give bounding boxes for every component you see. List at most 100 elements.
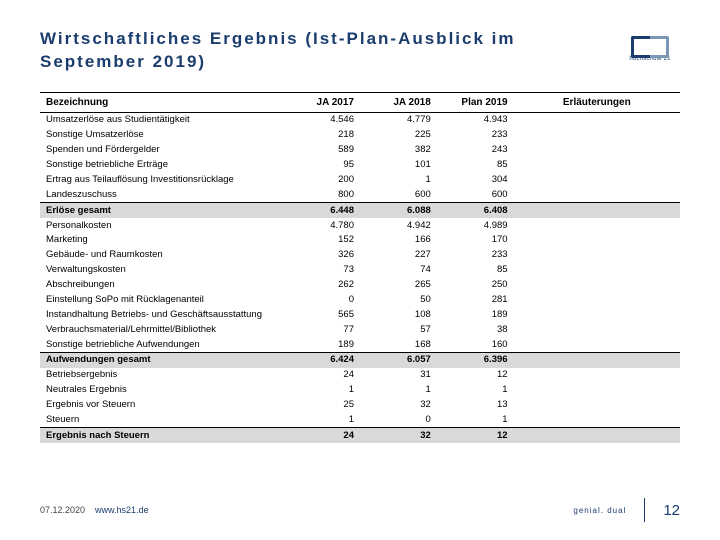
cell-value: 0	[360, 412, 437, 427]
cell-value: 6.408	[437, 203, 514, 218]
footer-date: 07.12.2020	[40, 505, 85, 515]
table-row: Ertrag aus Teilauflösung Investitionsrüc…	[40, 172, 680, 187]
cell-label: Abschreibungen	[40, 278, 283, 293]
cell-value: 233	[437, 248, 514, 263]
cell-value: 25	[283, 398, 360, 413]
cell-value: 168	[360, 337, 437, 352]
cell-value: 38	[437, 322, 514, 337]
cell-value: 108	[360, 307, 437, 322]
cell-value: 4.779	[360, 112, 437, 127]
cell-value	[514, 203, 680, 218]
cell-label: Landeszuschuss	[40, 187, 283, 202]
table-row: Steuern101	[40, 412, 680, 427]
cell-value	[514, 233, 680, 248]
cell-value: 4.546	[283, 112, 360, 127]
cell-value: 1	[360, 172, 437, 187]
cell-value: 73	[283, 263, 360, 278]
cell-label: Sonstige Umsatzerlöse	[40, 128, 283, 143]
cell-value	[514, 187, 680, 202]
cell-value: 304	[437, 172, 514, 187]
cell-value: 262	[283, 278, 360, 293]
table-row: Instandhaltung Betriebs- und Geschäftsau…	[40, 307, 680, 322]
cell-value	[514, 368, 680, 383]
cell-value: 50	[360, 292, 437, 307]
cell-label: Instandhaltung Betriebs- und Geschäftsau…	[40, 307, 283, 322]
cell-value: 160	[437, 337, 514, 352]
cell-value: 250	[437, 278, 514, 293]
cell-value: 600	[437, 187, 514, 202]
cell-value: 589	[283, 143, 360, 158]
cell-value: 265	[360, 278, 437, 293]
cell-value	[514, 428, 680, 443]
cell-label: Ergebnis vor Steuern	[40, 398, 283, 413]
th-label: Bezeichnung	[40, 92, 283, 112]
cell-label: Betriebsergebnis	[40, 368, 283, 383]
slide-footer: 07.12.2020 www.hs21.de genial. dual 12	[40, 498, 680, 522]
cell-value	[514, 172, 680, 187]
cell-label: Verbrauchsmaterial/Lehrmittel/Bibliothek	[40, 322, 283, 337]
cell-label: Marketing	[40, 233, 283, 248]
th-plan2019: Plan 2019	[437, 92, 514, 112]
table-row: Sonstige betriebliche Aufwendungen189168…	[40, 337, 680, 352]
cell-value: 565	[283, 307, 360, 322]
cell-value: 227	[360, 248, 437, 263]
cell-label: Steuern	[40, 412, 283, 427]
cell-value: 4.942	[360, 218, 437, 233]
cell-value: 74	[360, 263, 437, 278]
footer-divider	[644, 498, 645, 522]
cell-value: 6.448	[283, 203, 360, 218]
slide-header: Wirtschaftliches Ergebnis (Ist-Plan-Ausb…	[40, 28, 680, 74]
cell-value: 4.943	[437, 112, 514, 127]
cell-value: 1	[437, 412, 514, 427]
cell-value: 170	[437, 233, 514, 248]
cell-value: 152	[283, 233, 360, 248]
cell-value: 31	[360, 368, 437, 383]
cell-value: 32	[360, 428, 437, 443]
cell-value	[514, 248, 680, 263]
cell-value: 800	[283, 187, 360, 202]
cell-value: 6.057	[360, 352, 437, 367]
cell-value: 200	[283, 172, 360, 187]
cell-value: 12	[437, 428, 514, 443]
table-row: Sonstige Umsatzerlöse218225233	[40, 128, 680, 143]
th-ja2018: JA 2018	[360, 92, 437, 112]
cell-value: 24	[283, 368, 360, 383]
cell-value: 12	[437, 368, 514, 383]
cell-value	[514, 278, 680, 293]
cell-value: 382	[360, 143, 437, 158]
cell-label: Aufwendungen gesamt	[40, 352, 283, 367]
cell-value	[514, 322, 680, 337]
cell-value: 6.396	[437, 352, 514, 367]
table-body: Umsatzerlöse aus Studientätigkeit4.5464.…	[40, 112, 680, 443]
cell-label: Erlöse gesamt	[40, 203, 283, 218]
cell-value: 243	[437, 143, 514, 158]
cell-value: 189	[283, 337, 360, 352]
cell-value	[514, 352, 680, 367]
cell-label: Ergebnis nach Steuern	[40, 428, 283, 443]
logo-icon	[631, 32, 669, 54]
cell-label: Neutrales Ergebnis	[40, 383, 283, 398]
cell-value: 24	[283, 428, 360, 443]
footer-url: www.hs21.de	[95, 505, 149, 515]
th-ja2017: JA 2017	[283, 92, 360, 112]
table-row: Betriebsergebnis243112	[40, 368, 680, 383]
cell-value	[514, 112, 680, 127]
cell-label: Sonstige betriebliche Aufwendungen	[40, 337, 283, 352]
cell-value: 326	[283, 248, 360, 263]
cell-value	[514, 383, 680, 398]
cell-value: 6.424	[283, 352, 360, 367]
title-line-2: September 2019)	[40, 52, 206, 71]
cell-label: Ertrag aus Teilauflösung Investitionsrüc…	[40, 172, 283, 187]
cell-value: 1	[437, 383, 514, 398]
slide-title: Wirtschaftliches Ergebnis (Ist-Plan-Ausb…	[40, 28, 516, 74]
cell-value: 218	[283, 128, 360, 143]
cell-value: 189	[437, 307, 514, 322]
logo: hochschule 21	[620, 28, 680, 66]
table-row: Ergebnis nach Steuern243212	[40, 428, 680, 443]
cell-label: Gebäude- und Raumkosten	[40, 248, 283, 263]
cell-value	[514, 412, 680, 427]
cell-value	[514, 307, 680, 322]
cell-value: 85	[437, 158, 514, 173]
table-row: Verwaltungskosten737485	[40, 263, 680, 278]
cell-value: 101	[360, 158, 437, 173]
